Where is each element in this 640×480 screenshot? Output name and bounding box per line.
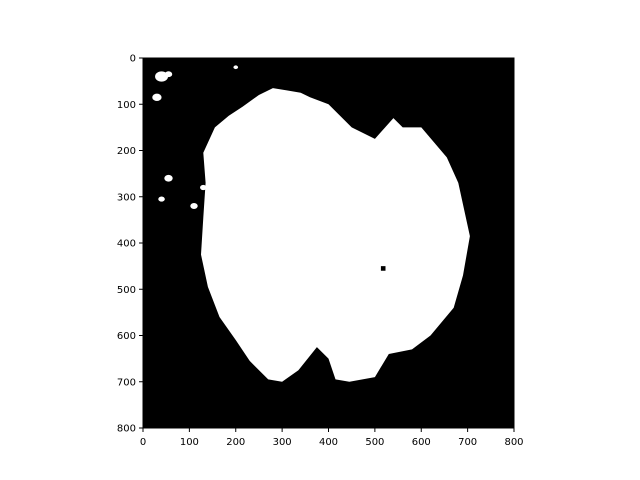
y-tick-label: 600 [117, 331, 136, 342]
x-tick-label: 0 [140, 437, 146, 448]
mask-speck [200, 184, 207, 191]
x-tick-label: 400 [319, 437, 338, 448]
mask-speck [152, 93, 162, 102]
x-tick-label: 700 [458, 437, 477, 448]
x-axis: 0 100 200 300 400 500 600 700 800 [140, 428, 524, 448]
y-tick-label: 500 [117, 285, 136, 296]
image-plot [142, 57, 515, 429]
mask-specks [152, 65, 239, 209]
x-tick-label: 300 [273, 437, 292, 448]
mask-speck [190, 203, 198, 209]
y-tick-label: 300 [117, 192, 136, 203]
mask-speck [155, 71, 169, 82]
x-tick-label: 200 [226, 437, 245, 448]
mask-speck [164, 71, 173, 78]
x-tick-label: 600 [412, 437, 431, 448]
y-axis: 0 100 200 300 400 500 600 700 800 [117, 54, 143, 435]
y-tick-label: 0 [130, 54, 136, 65]
white-mask-region [201, 88, 470, 382]
x-tick-label: 100 [180, 437, 199, 448]
y-tick-label: 200 [117, 146, 136, 157]
x-tick-label: 500 [365, 437, 384, 448]
mask-speck [208, 142, 217, 149]
y-tick-label: 400 [117, 239, 136, 250]
x-tick-label: 800 [504, 437, 523, 448]
y-tick-label: 800 [117, 424, 136, 435]
mask-speck [164, 174, 173, 182]
y-tick-label: 700 [117, 377, 136, 388]
y-tick-label: 100 [117, 100, 136, 111]
mask-speck [206, 156, 215, 164]
mask-speck [233, 65, 239, 70]
mask-speck [158, 196, 165, 202]
